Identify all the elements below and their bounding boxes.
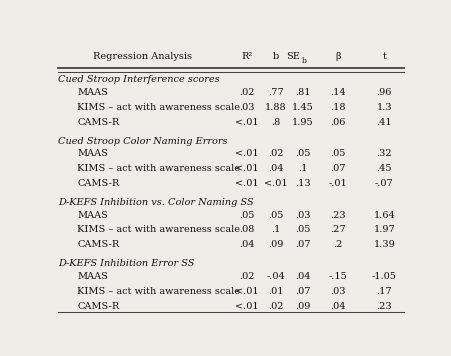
Text: -.04: -.04: [267, 272, 285, 281]
Text: .1: .1: [271, 225, 281, 235]
Text: KIMS – act with awareness scale: KIMS – act with awareness scale: [78, 225, 240, 235]
Text: .07: .07: [330, 164, 345, 173]
Text: .05: .05: [239, 211, 254, 220]
Text: Cued Stroop Color Naming Errors: Cued Stroop Color Naming Errors: [58, 137, 228, 146]
Text: KIMS – act with awareness scale: KIMS – act with awareness scale: [78, 164, 240, 173]
Text: <.01: <.01: [235, 117, 259, 126]
Text: .03: .03: [239, 103, 255, 112]
Text: -.07: -.07: [375, 179, 394, 188]
Text: MAAS: MAAS: [78, 272, 108, 281]
Text: <.01: <.01: [235, 302, 259, 311]
Text: .05: .05: [295, 225, 310, 235]
Text: .18: .18: [330, 103, 345, 112]
Text: .32: .32: [377, 149, 392, 158]
Text: CAMS-R: CAMS-R: [78, 117, 120, 126]
Text: 1.95: 1.95: [292, 117, 313, 126]
Text: 1.64: 1.64: [373, 211, 395, 220]
Text: R²: R²: [241, 52, 253, 61]
Text: .05: .05: [268, 211, 284, 220]
Text: t: t: [382, 52, 386, 61]
Text: 1.39: 1.39: [373, 240, 395, 249]
Text: .03: .03: [330, 287, 345, 296]
Text: CAMS-R: CAMS-R: [78, 179, 120, 188]
Text: .04: .04: [295, 272, 311, 281]
Text: b: b: [273, 52, 279, 61]
Text: .2: .2: [333, 240, 342, 249]
Text: .05: .05: [295, 149, 310, 158]
Text: D-KEFS Inhibition Error SS: D-KEFS Inhibition Error SS: [58, 260, 194, 268]
Text: .09: .09: [295, 302, 310, 311]
Text: .45: .45: [377, 164, 392, 173]
Text: .08: .08: [239, 225, 254, 235]
Text: .17: .17: [377, 287, 392, 296]
Text: .41: .41: [377, 117, 392, 126]
Text: .03: .03: [295, 211, 311, 220]
Text: β: β: [335, 52, 341, 61]
Text: .02: .02: [239, 272, 255, 281]
Text: <.01: <.01: [235, 164, 259, 173]
Text: MAAS: MAAS: [78, 211, 108, 220]
Text: .07: .07: [295, 287, 311, 296]
Text: .06: .06: [330, 117, 345, 126]
Text: 1.97: 1.97: [373, 225, 395, 235]
Text: KIMS – act with awareness scale: KIMS – act with awareness scale: [78, 103, 240, 112]
Text: .04: .04: [330, 302, 345, 311]
Text: .05: .05: [330, 149, 345, 158]
Text: MAAS: MAAS: [78, 149, 108, 158]
Text: .27: .27: [330, 225, 345, 235]
Text: SE: SE: [286, 52, 300, 61]
Text: .02: .02: [239, 88, 255, 97]
Text: .1: .1: [298, 164, 308, 173]
Text: <.01: <.01: [235, 287, 259, 296]
Text: MAAS: MAAS: [78, 88, 108, 97]
Text: Regression Analysis: Regression Analysis: [92, 52, 192, 61]
Text: .04: .04: [239, 240, 255, 249]
Text: <.01: <.01: [264, 179, 288, 188]
Text: -.15: -.15: [328, 272, 347, 281]
Text: .01: .01: [268, 287, 284, 296]
Text: 1.3: 1.3: [377, 103, 392, 112]
Text: <.01: <.01: [235, 179, 259, 188]
Text: .96: .96: [377, 88, 392, 97]
Text: CAMS-R: CAMS-R: [78, 240, 120, 249]
Text: CAMS-R: CAMS-R: [78, 302, 120, 311]
Text: .04: .04: [268, 164, 284, 173]
Text: 1.88: 1.88: [265, 103, 287, 112]
Text: 1.45: 1.45: [292, 103, 313, 112]
Text: -.01: -.01: [328, 179, 347, 188]
Text: .8: .8: [271, 117, 281, 126]
Text: D-KEFS Inhibition vs. Color Naming SS: D-KEFS Inhibition vs. Color Naming SS: [58, 198, 254, 207]
Text: .13: .13: [295, 179, 311, 188]
Text: .07: .07: [295, 240, 311, 249]
Text: .02: .02: [268, 302, 284, 311]
Text: -1.05: -1.05: [372, 272, 397, 281]
Text: .23: .23: [330, 211, 345, 220]
Text: <.01: <.01: [235, 149, 259, 158]
Text: KIMS – act with awareness scale: KIMS – act with awareness scale: [78, 287, 240, 296]
Text: .77: .77: [268, 88, 284, 97]
Text: .14: .14: [330, 88, 345, 97]
Text: .23: .23: [377, 302, 392, 311]
Text: .09: .09: [268, 240, 284, 249]
Text: b: b: [302, 57, 307, 65]
Text: Cued Stroop Interference scores: Cued Stroop Interference scores: [58, 75, 220, 84]
Text: .81: .81: [295, 88, 311, 97]
Text: .02: .02: [268, 149, 284, 158]
